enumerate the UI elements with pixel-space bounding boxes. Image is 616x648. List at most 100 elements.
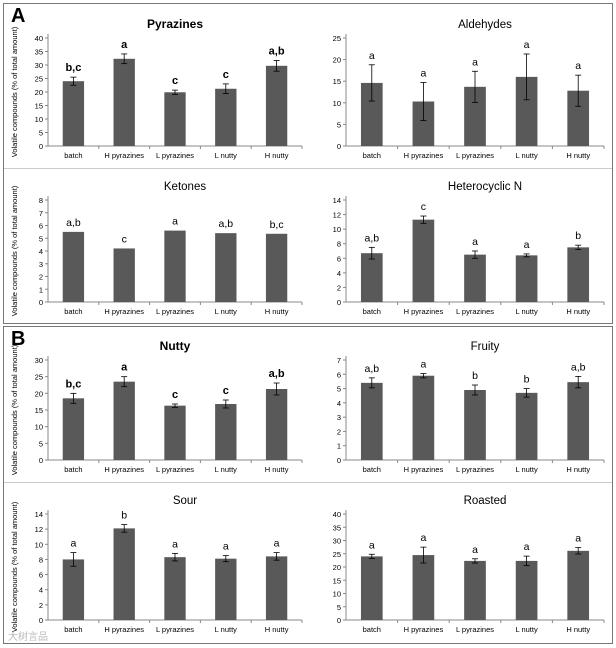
x-tick-label: L pyrazines — [456, 151, 494, 160]
chart-heterocyclic-n: 0 2 4 6 8 10 12 14 Heterocyclic N batch a,b H pyraz… — [333, 181, 605, 316]
y-tick-label: 40 — [35, 34, 43, 43]
significance-label: c — [223, 69, 229, 81]
x-tick-label: L nutty — [215, 465, 237, 474]
chart-fruity: 0 1 2 3 4 5 6 7 Fruity batch a,b H pyrazines a L pyra… — [337, 341, 605, 474]
y-tick-label: 4 — [337, 399, 341, 408]
y-tick-label: 35 — [35, 48, 43, 57]
bar-l-nutty — [215, 404, 237, 460]
significance-label: b — [575, 230, 581, 242]
significance-label: a — [524, 39, 530, 51]
chart-title: Sour — [173, 495, 197, 507]
y-tick-label: 12 — [35, 525, 43, 534]
y-tick-label: 10 — [35, 540, 43, 549]
x-tick-label: L nutty — [515, 625, 537, 634]
significance-label: a — [121, 39, 128, 51]
y-tick-label: 20 — [333, 56, 341, 65]
chart-title: Aldehydes — [458, 19, 512, 31]
chart-roasted: 0 5 10 15 20 25 30 35 40 Roasted batch a H pyrazines… — [333, 495, 605, 634]
y-tick-label: 2 — [337, 427, 341, 436]
y-tick-label: 5 — [39, 439, 43, 448]
bar-h-nutty — [567, 550, 590, 620]
y-tick-label: 8 — [39, 555, 43, 564]
x-tick-label: H nutty — [265, 465, 289, 474]
significance-label: a,b — [66, 217, 81, 229]
y-tick-label: 5 — [39, 129, 43, 138]
y-tick-label: 8 — [337, 240, 341, 249]
bar-h-pyrazines — [113, 381, 135, 460]
y-tick-label: 10 — [35, 423, 43, 432]
x-tick-label: L pyrazines — [156, 465, 194, 474]
significance-label: a — [524, 541, 530, 553]
x-tick-label: H pyrazines — [404, 625, 444, 634]
y-tick-label: 30 — [35, 356, 43, 365]
x-tick-label: L pyrazines — [156, 151, 194, 160]
y-tick-label: 1 — [39, 285, 43, 294]
bar-l-pyrazines — [464, 390, 486, 460]
chart-pyrazines: Volatile compounds (% of total amount) 0 5… — [10, 17, 303, 160]
y-tick-label: 6 — [337, 254, 341, 263]
y-tick-label: 5 — [39, 234, 43, 243]
significance-label: b,c — [65, 62, 81, 74]
significance-label: c — [172, 75, 178, 87]
bar-l-pyrazines — [164, 405, 186, 460]
x-tick-label: batch — [363, 625, 381, 634]
chart-ketones: Volatile compounds (% of total amount) 0 1… — [10, 181, 303, 316]
significance-label: a — [575, 60, 581, 72]
significance-label: a,b — [218, 218, 233, 230]
significance-label: a,b — [571, 361, 586, 373]
y-tick-label: 6 — [39, 571, 43, 580]
significance-label: a,b — [269, 368, 285, 380]
bar-batch — [360, 82, 383, 146]
significance-label: a — [274, 538, 280, 550]
watermark: 大树言品 — [8, 632, 48, 643]
significance-label: b — [524, 374, 530, 386]
significance-label: a,b — [364, 232, 379, 244]
bar-batch — [62, 231, 85, 302]
y-tick-label: 7 — [337, 356, 341, 365]
y-tick-label: 35 — [333, 523, 341, 532]
chart-title: Fruity — [471, 341, 500, 353]
y-tick-label: 8 — [39, 196, 43, 205]
y-tick-label: 4 — [337, 269, 341, 278]
bar-l-nutty — [515, 560, 538, 620]
x-tick-label: batch — [64, 465, 82, 474]
significance-label: c — [122, 233, 127, 245]
bar-l-nutty — [515, 392, 538, 460]
panel-a-divider — [4, 168, 612, 169]
y-tick-label: 20 — [333, 563, 341, 572]
y-tick-label: 15 — [35, 102, 43, 111]
bar-h-pyrazines — [113, 528, 135, 620]
significance-label: a — [223, 541, 229, 553]
y-tick-label: 0 — [39, 616, 43, 625]
significance-label: a — [172, 538, 178, 550]
y-tick-label: 0 — [39, 298, 43, 307]
y-tick-label: 25 — [333, 34, 341, 43]
x-tick-label: H nutty — [566, 151, 590, 160]
y-tick-label: 10 — [333, 99, 341, 108]
y-tick-label: 6 — [39, 222, 43, 231]
chart-title: Heterocyclic N — [448, 181, 522, 193]
bar-batch — [62, 559, 85, 620]
y-tick-label: 1 — [337, 442, 341, 451]
significance-label: a — [524, 239, 530, 251]
bar-h-pyrazines — [412, 101, 435, 146]
y-tick-label: 25 — [35, 75, 43, 84]
x-tick-label: L nutty — [515, 465, 537, 474]
x-tick-label: L nutty — [215, 151, 237, 160]
x-tick-label: L pyrazines — [456, 465, 494, 474]
bar-h-nutty — [265, 233, 288, 302]
bar-l-nutty — [215, 88, 237, 146]
x-tick-label: H pyrazines — [104, 465, 144, 474]
x-tick-label: batch — [363, 465, 381, 474]
bar-l-pyrazines — [164, 92, 186, 146]
x-tick-label: H pyrazines — [104, 151, 144, 160]
bar-h-nutty — [567, 247, 590, 302]
bar-h-pyrazines — [412, 375, 435, 460]
y-tick-label: 10 — [333, 225, 341, 234]
chart-aldehydes: 0 5 10 15 20 25 Aldehydes batch a H pyrazines a L p… — [333, 19, 605, 160]
y-axis-label: Volatile compounds (% of total amount) — [10, 344, 19, 475]
x-tick-label: L pyrazines — [456, 307, 494, 316]
bar-l-pyrazines — [164, 557, 186, 620]
x-tick-label: batch — [64, 151, 82, 160]
bar-h-pyrazines — [412, 219, 435, 302]
